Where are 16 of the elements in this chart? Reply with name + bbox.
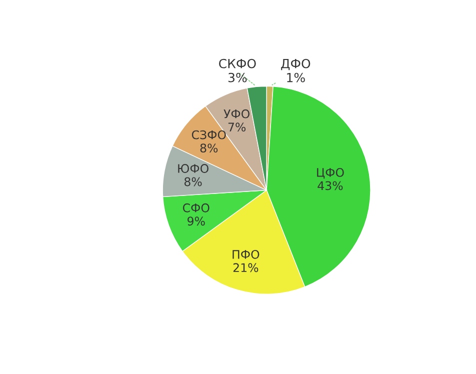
- slice-label: СЗФО: [192, 130, 226, 140]
- slice-label: ЦФО: [317, 168, 344, 179]
- data-label: 9%: [188, 216, 205, 226]
- slice-label: ПФО: [232, 250, 260, 259]
- slice-label: ЮФО: [178, 164, 208, 173]
- slice-label: СКФО: [219, 58, 256, 68]
- data-label: 7%: [228, 122, 246, 132]
- data-label: 21%: [233, 263, 258, 272]
- data-label: 8%: [184, 177, 202, 186]
- slice-label: СФО: [182, 203, 210, 212]
- data-label: 3%: [228, 72, 247, 82]
- slice-label: ДФО: [281, 58, 310, 70]
- slice-label: УФО: [224, 109, 250, 118]
- data-label: 8%: [200, 144, 218, 153]
- data-label: 1%: [287, 72, 305, 82]
- data-label: 43%: [318, 181, 343, 190]
